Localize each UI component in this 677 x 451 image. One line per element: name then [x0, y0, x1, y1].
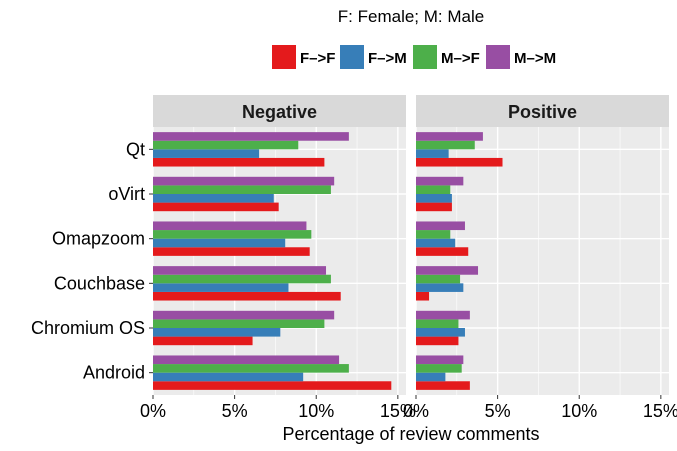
bar-1-4-2	[416, 319, 459, 328]
x-tick-label: 0%	[403, 401, 429, 421]
bar-0-1-1	[153, 194, 274, 203]
category-label: oVirt	[108, 184, 145, 204]
bar-1-2-2	[416, 230, 451, 239]
bar-1-2-0	[416, 247, 469, 256]
bar-1-5-0	[416, 381, 470, 390]
bar-0-5-2	[153, 364, 349, 373]
bar-0-1-0	[153, 202, 279, 212]
category-label: Android	[83, 363, 145, 383]
x-tick-label: 10%	[561, 401, 597, 421]
legend-title: F: Female; M: Male	[338, 7, 484, 26]
x-tick-label: 15%	[380, 401, 416, 421]
bar-1-5-2	[416, 364, 462, 373]
bar-1-2-1	[416, 238, 456, 248]
bar-1-2-3	[416, 221, 465, 231]
legend-swatch-series-1	[340, 45, 364, 69]
panel-0: Negative 0% 5% 10% 15%	[140, 95, 416, 421]
bar-1-4-3	[416, 310, 470, 320]
bar-1-4-1	[416, 328, 465, 337]
category-label: Omapzoom	[52, 229, 145, 249]
category-label: Qt	[126, 139, 145, 159]
bar-1-4-0	[416, 336, 459, 346]
bar-0-2-0	[153, 247, 310, 256]
category-label: Chromium OS	[31, 318, 145, 338]
panel-title: Negative	[242, 102, 317, 122]
bar-0-0-3	[153, 132, 349, 141]
bar-0-2-2	[153, 230, 312, 239]
x-tick-label: 0%	[140, 401, 166, 421]
legend-label-series-1: F–>M	[368, 50, 407, 67]
chart-panels: Negative 0% 5% 10% 15% Positive 0% 5% 10% 15%	[140, 95, 677, 421]
category-label: Couchbase	[54, 273, 145, 293]
panel-strip	[153, 95, 406, 127]
bar-1-5-3	[416, 355, 464, 365]
bar-0-3-3	[153, 266, 327, 275]
bar-0-0-2	[153, 140, 299, 150]
bar-0-0-0	[153, 157, 325, 167]
x-tick-label: 15%	[643, 401, 677, 421]
bar-1-0-1	[416, 149, 449, 158]
bar-0-5-1	[153, 372, 304, 382]
legend-swatch-series-0	[272, 45, 296, 69]
panel-strip	[416, 95, 669, 127]
bar-0-1-2	[153, 185, 331, 194]
bar-1-1-2	[416, 185, 451, 194]
bar-0-2-1	[153, 238, 286, 248]
bar-1-5-1	[416, 372, 446, 382]
bar-0-0-1	[153, 149, 260, 158]
panel-background	[416, 127, 669, 395]
legend-swatch-series-3	[486, 45, 510, 69]
bar-0-1-3	[153, 176, 335, 186]
bar-1-0-0	[416, 157, 503, 167]
bar-0-5-0	[153, 381, 392, 390]
bar-0-3-2	[153, 274, 331, 284]
bar-0-3-0	[153, 291, 341, 301]
panel-background	[153, 127, 406, 395]
legend-label-series-3: M–>M	[514, 50, 556, 67]
bar-1-3-1	[416, 283, 464, 292]
legend-swatch-series-2	[413, 45, 437, 69]
bar-0-2-3	[153, 221, 307, 231]
bar-0-4-0	[153, 336, 253, 346]
bar-0-4-3	[153, 310, 335, 320]
bar-0-4-2	[153, 319, 325, 328]
x-tick-label: 5%	[222, 401, 248, 421]
panel-1: Positive 0% 5% 10% 15%	[403, 95, 677, 421]
bar-1-0-3	[416, 132, 483, 141]
bar-1-3-3	[416, 266, 479, 275]
y-axis: Qt oVirt Omapzoom Couchbase Chromium OS Andro…	[31, 139, 153, 383]
bar-1-3-0	[416, 291, 430, 301]
bar-1-1-3	[416, 176, 464, 186]
bar-0-3-1	[153, 283, 289, 292]
x-axis-title: Percentage of review comments	[282, 424, 539, 444]
bar-0-5-3	[153, 355, 340, 365]
bar-1-1-0	[416, 202, 452, 212]
x-tick-label: 5%	[485, 401, 511, 421]
bar-1-1-1	[416, 194, 452, 203]
panel-title: Positive	[508, 102, 577, 122]
legend-label-series-0: F–>F	[300, 50, 335, 67]
legend: F–>F F–>M M–>F M–>M	[272, 45, 556, 69]
bar-1-3-2	[416, 274, 461, 284]
x-tick-label: 10%	[298, 401, 334, 421]
bar-0-4-1	[153, 328, 281, 337]
legend-label-series-2: M–>F	[441, 50, 480, 67]
bar-1-0-2	[416, 140, 475, 150]
